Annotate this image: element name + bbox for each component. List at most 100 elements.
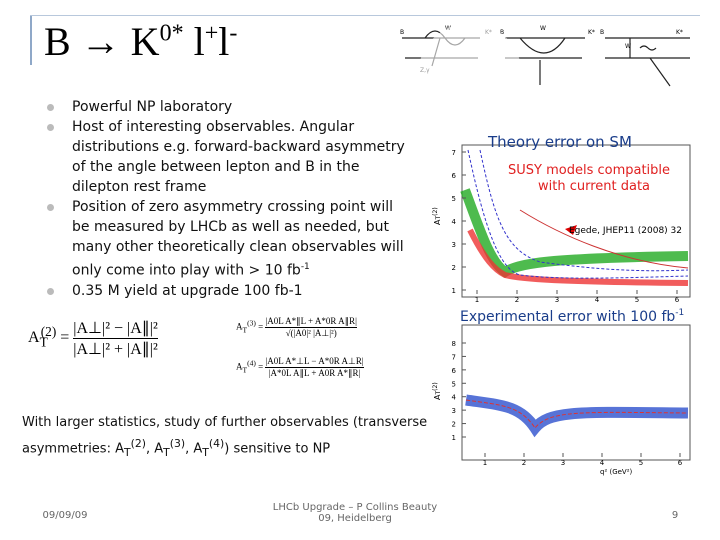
diagram-label: B <box>400 29 404 36</box>
o: T <box>163 445 170 459</box>
bullet-list: Powerful NP laboratory Host of interesti… <box>44 97 414 301</box>
f: T <box>242 325 248 335</box>
bullet: 0.35 M yield at upgrade 100 fb-1 <box>44 281 414 301</box>
bullet: Host of interesting observables. Angular… <box>44 117 414 197</box>
title-text: B → K <box>44 19 160 64</box>
o: (2) <box>130 437 146 450</box>
formula-a3: AT(3) = |A0L A*∥L + A*0R A∥R| √(|A0|² |A⊥… <box>236 316 357 339</box>
bullet-text: Position of zero asymmetry crossing poin… <box>72 199 404 279</box>
x-tick-label: 4 <box>595 296 600 304</box>
ticks: 1 2 3 4 5 6 7 1 2 3 4 5 6 1 2 3 4 5 6 7 8 1 2 3 4 5 6 <box>452 149 683 467</box>
f: (3) <box>247 318 256 328</box>
overlay <box>418 23 522 127</box>
x-tick-label: 1 <box>475 296 479 304</box>
y-tick-label: 2 <box>452 421 456 429</box>
top-rule <box>30 15 700 16</box>
diagram-label: W <box>540 25 546 32</box>
bullet-text: 0.35 M yield at upgrade 100 fb-1 <box>72 282 303 299</box>
f: (4) <box>247 358 256 368</box>
x-tick-label: 1 <box>483 459 487 467</box>
plot-title: Experimental error with 100 fb-1 <box>460 308 684 325</box>
f: A <box>236 321 243 332</box>
formula-a4: AT(4) = |A0L A*⊥L − A*0R A⊥R| |A*0L A∥L +… <box>236 356 364 379</box>
title-sup: 0* <box>159 20 184 47</box>
t: Experimental error with 100 fb <box>460 309 675 325</box>
y-tick-label: 3 <box>452 407 456 415</box>
title-sup: + <box>204 20 219 47</box>
y-tick-label: 6 <box>452 367 457 375</box>
f: |A⊥|² − |A∥|² <box>73 320 158 339</box>
f: |A⊥|² + |A∥|² <box>73 341 158 358</box>
y-tick-label: 8 <box>452 340 456 348</box>
frac: |A⊥|² − |A∥|² |A⊥|² + |A∥|² <box>73 318 158 359</box>
bullet-sup: -1 <box>300 262 310 272</box>
bullet-text: Host of interesting observables. Angular… <box>72 119 405 195</box>
x-tick-label: 4 <box>600 459 605 467</box>
y-tick-label: 2 <box>452 264 456 272</box>
summary-text: ) sensitive to NP <box>224 441 331 457</box>
y-label: AT(2) <box>432 382 442 400</box>
f: |A0L A*∥L + A*0R A∥R| <box>265 316 357 328</box>
x-tick-label: 5 <box>639 459 643 467</box>
curve <box>519 209 689 269</box>
o: , <box>185 441 194 457</box>
y-tick-label: 3 <box>452 241 456 249</box>
citation: Egede, JHEP11 (2008) 32 <box>569 226 682 236</box>
annotation: with current data <box>538 179 650 194</box>
accent-bar <box>30 15 32 65</box>
frac: |A0L A*∥L + A*0R A∥R| √(|A0|² |A⊥|²) <box>265 316 357 339</box>
x-tick-label: 5 <box>635 296 639 304</box>
curve <box>467 149 689 279</box>
o: , <box>145 441 155 457</box>
title-text: l <box>183 19 205 64</box>
f: |A*0L A∥L + A0R A*∥R| <box>268 368 361 378</box>
frac: |A0L A*⊥L − A*0R A⊥R| |A*0L A∥L + A0R A*∥… <box>265 356 364 379</box>
y-tick-label: 4 <box>452 218 457 226</box>
y-tick-label: 5 <box>452 380 456 388</box>
diagram-label: B <box>500 29 504 36</box>
x-label: q² (GeV²) <box>600 468 633 476</box>
y-tick-label: 4 <box>452 394 457 402</box>
f: A <box>236 361 243 372</box>
curve <box>479 149 689 272</box>
o: T <box>124 445 131 459</box>
f: = <box>258 361 264 372</box>
t: T <box>435 216 442 221</box>
o: A <box>193 441 203 457</box>
diagram-label: K* <box>588 29 595 36</box>
title-text: l <box>218 19 230 64</box>
t: A <box>433 219 442 225</box>
t: (2) <box>432 207 439 216</box>
footer-page: 9 <box>671 510 679 521</box>
bullet: Position of zero asymmetry crossing poin… <box>44 197 414 281</box>
bullet-text: Powerful NP laboratory <box>72 99 233 115</box>
title-sup: - <box>229 20 238 47</box>
o: (3) <box>169 437 186 450</box>
summary: With larger statistics, study of further… <box>22 412 442 463</box>
y-tick-label: 7 <box>452 353 456 361</box>
y-tick-label: 1 <box>452 434 456 442</box>
band-green <box>460 188 689 279</box>
o: T <box>202 445 209 459</box>
x-tick-label: 3 <box>555 296 559 304</box>
formula-main: AT(2) = |A⊥|² − |A∥|² |A⊥|² + |A∥|² <box>28 318 158 359</box>
plot-title: Theory error on SM <box>487 133 632 151</box>
t: T <box>435 391 442 396</box>
o: A <box>154 441 164 457</box>
f: T <box>242 365 248 375</box>
x-tick-label: 6 <box>678 459 683 467</box>
slide-title: B → K0* l+l- <box>44 18 237 65</box>
bullet: Powerful NP laboratory <box>44 97 414 117</box>
o: (4) <box>208 437 225 450</box>
y-tick-label: 5 <box>452 195 456 203</box>
f: A <box>28 329 40 347</box>
y-tick-label: 1 <box>452 287 456 295</box>
plot-frame <box>461 324 691 461</box>
annotation: SUSY models compatible <box>508 163 670 178</box>
curve <box>465 399 689 429</box>
f: = <box>258 321 264 332</box>
f: |A0L A*⊥L − A*0R A⊥R| <box>265 356 364 368</box>
y-tick-label: 7 <box>452 149 456 157</box>
t: A <box>433 394 442 400</box>
